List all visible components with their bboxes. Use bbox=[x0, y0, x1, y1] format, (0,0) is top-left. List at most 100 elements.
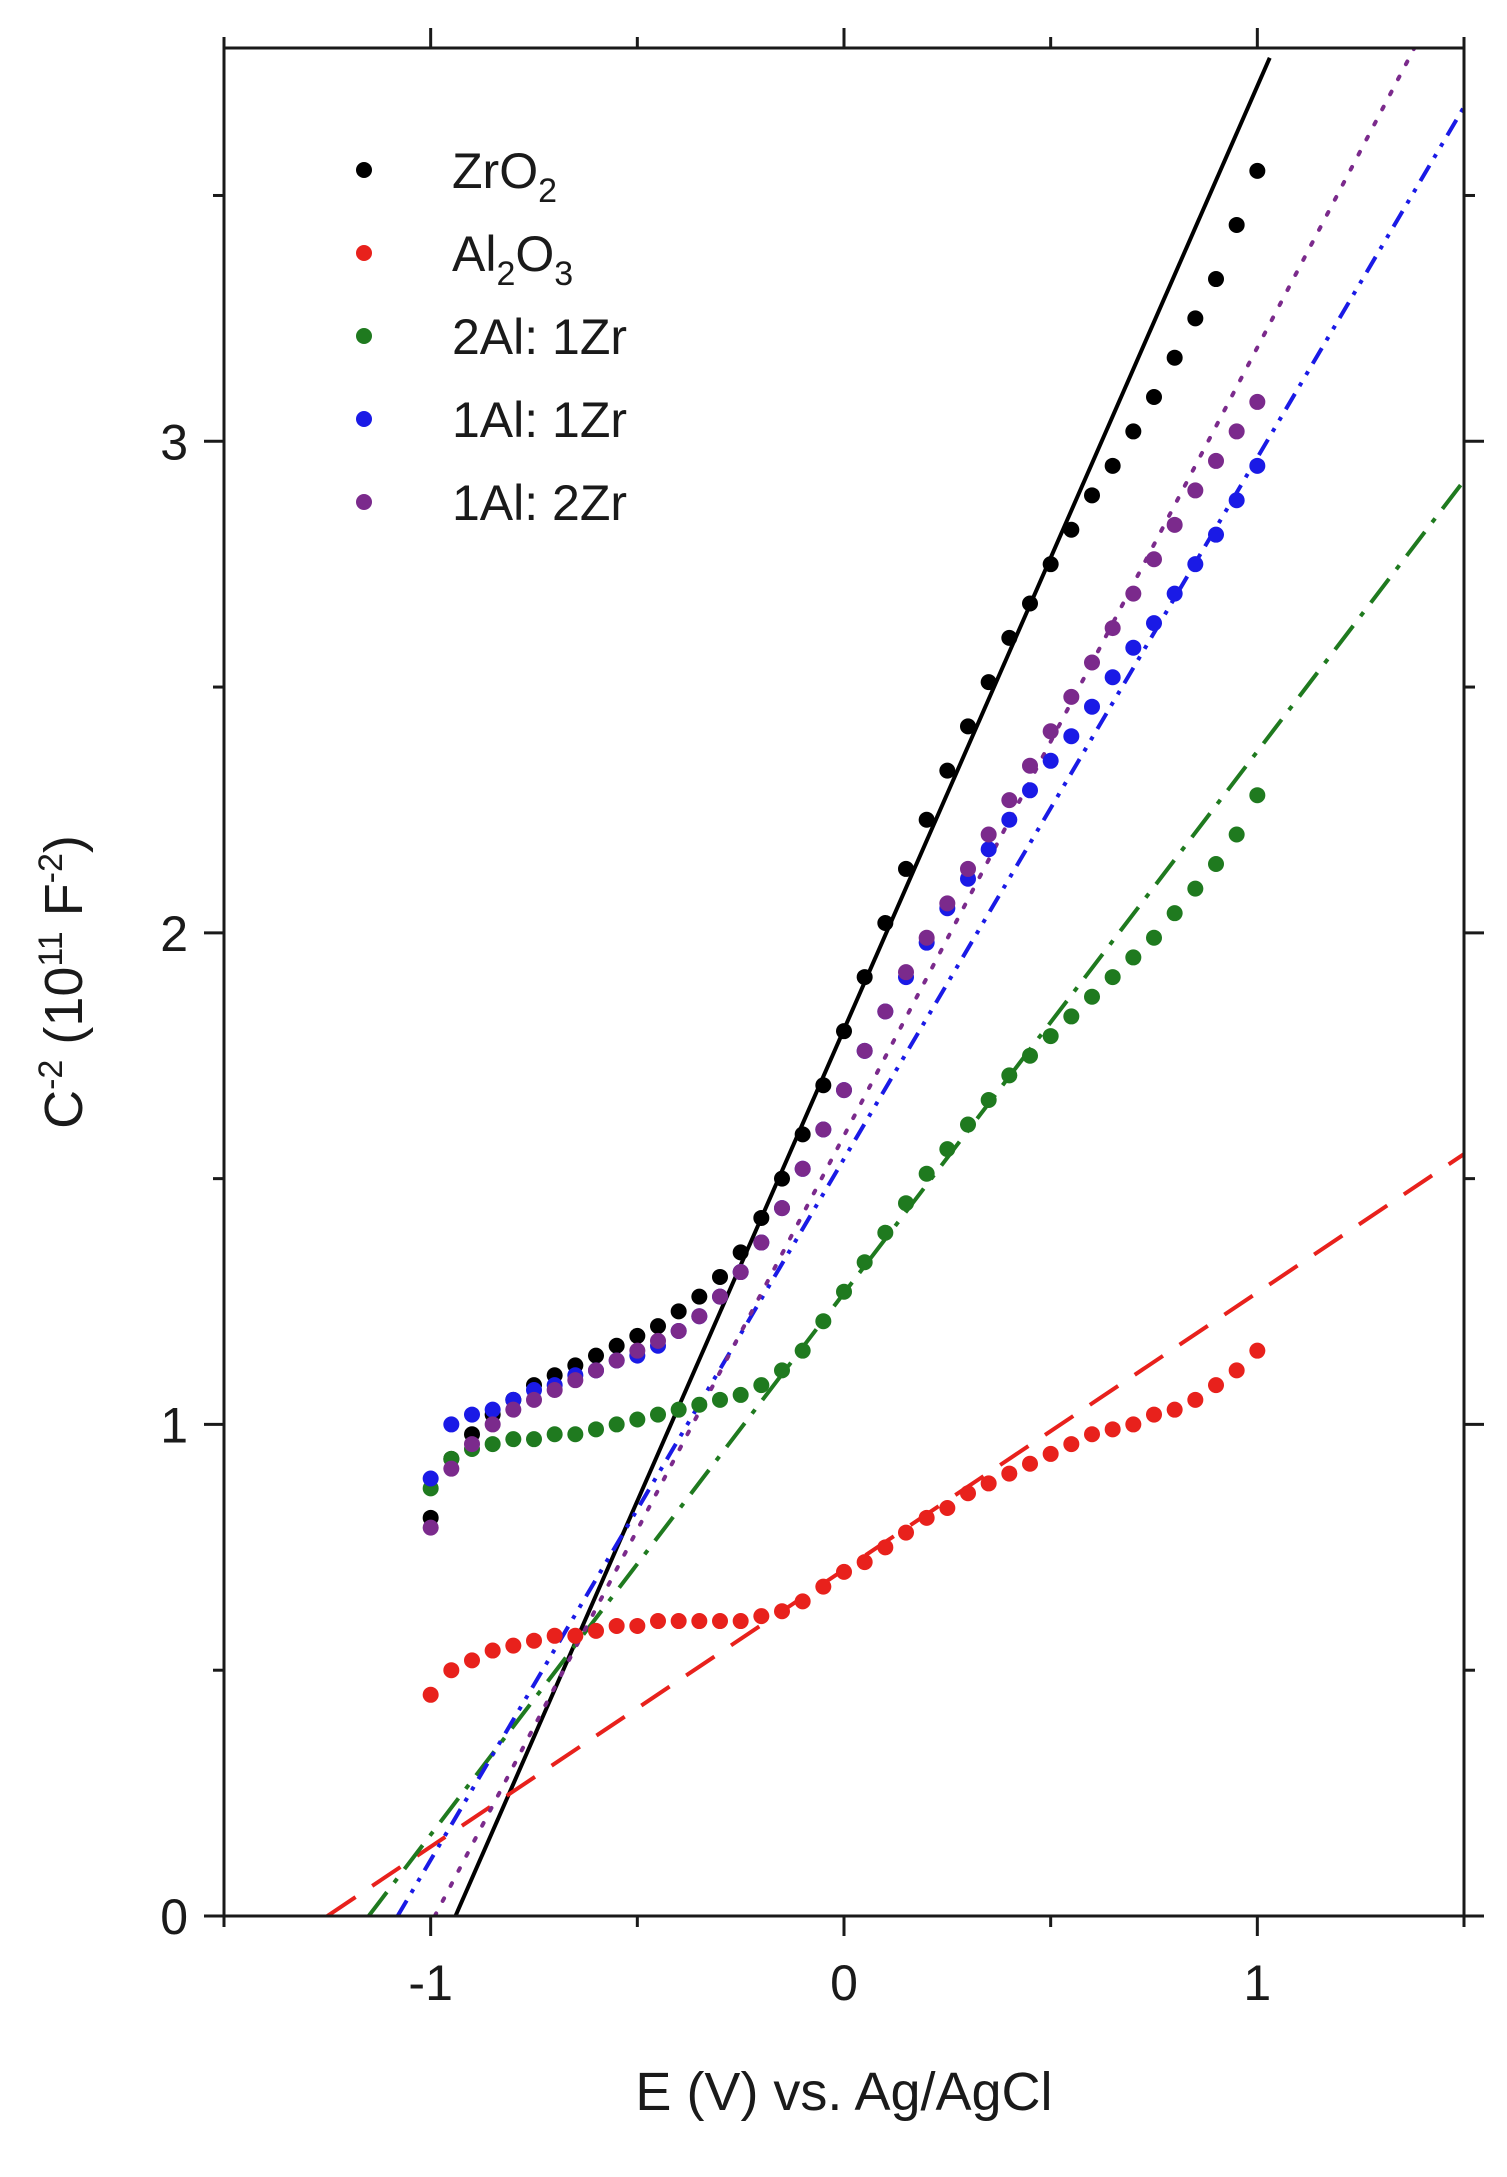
point-zro2 bbox=[1187, 310, 1204, 327]
point-zro2 bbox=[670, 1303, 687, 1320]
point-1al2zr bbox=[526, 1391, 542, 1408]
point-1al2zr bbox=[774, 1200, 790, 1217]
point-zro2 bbox=[1104, 457, 1121, 474]
point-zro2 bbox=[960, 718, 976, 735]
point-al2o3 bbox=[1187, 1391, 1204, 1408]
point-1al2zr bbox=[1187, 482, 1204, 499]
point-al2o3 bbox=[939, 1499, 956, 1516]
point-al2o3 bbox=[712, 1613, 728, 1630]
y-tick-label: 2 bbox=[160, 906, 188, 962]
point-al2o3 bbox=[794, 1593, 811, 1610]
point-1al2zr bbox=[856, 1042, 873, 1059]
point-al2o3 bbox=[960, 1485, 976, 1502]
point-1al2zr bbox=[691, 1308, 708, 1325]
point-zro2 bbox=[1249, 162, 1266, 179]
legend-item-2al1zr: 2Al: 1Zr bbox=[356, 309, 627, 365]
fit-line-2al1zr bbox=[367, 479, 1464, 1916]
legend-label: Al2O3 bbox=[452, 226, 573, 293]
point-1al2zr bbox=[1001, 792, 1018, 809]
point-1al2zr bbox=[505, 1401, 522, 1418]
legend-marker bbox=[356, 245, 372, 261]
point-zro2 bbox=[774, 1170, 790, 1187]
point-1al2zr bbox=[608, 1352, 625, 1369]
fit-line-zro2 bbox=[453, 57, 1272, 1916]
data-points bbox=[422, 162, 1266, 1703]
point-1al1zr bbox=[1166, 585, 1183, 602]
point-2al1zr bbox=[526, 1431, 542, 1448]
point-1al1zr bbox=[1084, 698, 1100, 715]
point-zro2 bbox=[794, 1126, 811, 1143]
point-al2o3 bbox=[1022, 1455, 1038, 1472]
legend: ZrO2 Al2O3 2Al: 1Zr 1Al: 1Zr 1Al: 2Zr bbox=[356, 143, 627, 531]
point-2al1zr bbox=[1249, 787, 1266, 804]
point-2al1zr bbox=[753, 1377, 770, 1394]
point-2al1zr bbox=[1208, 856, 1224, 873]
point-2al1zr bbox=[836, 1283, 852, 1300]
fit-line-al2o3 bbox=[326, 1152, 1464, 1916]
point-zro2 bbox=[1125, 423, 1142, 440]
point-zro2 bbox=[753, 1209, 770, 1226]
point-1al2zr bbox=[712, 1288, 728, 1305]
point-1al2zr bbox=[1208, 452, 1224, 469]
point-al2o3 bbox=[1146, 1406, 1162, 1423]
y-axis-label: C-2 (1011 F-2) bbox=[32, 835, 94, 1129]
point-1al2zr bbox=[629, 1342, 646, 1359]
point-2al1zr bbox=[670, 1401, 687, 1418]
x-tick-label: 0 bbox=[830, 1955, 858, 2011]
point-2al1zr bbox=[1022, 1047, 1038, 1064]
point-al2o3 bbox=[774, 1603, 790, 1620]
point-1al1zr bbox=[1249, 457, 1266, 474]
point-al2o3 bbox=[422, 1686, 439, 1703]
point-al2o3 bbox=[1249, 1342, 1266, 1359]
point-zro2 bbox=[1208, 271, 1224, 288]
point-zro2 bbox=[1228, 216, 1245, 233]
legend-label: 2Al: 1Zr bbox=[452, 309, 627, 365]
point-al2o3 bbox=[608, 1617, 625, 1634]
legend-label: 1Al: 2Zr bbox=[452, 475, 627, 531]
fit-lines bbox=[326, 48, 1464, 1916]
point-al2o3 bbox=[629, 1617, 646, 1634]
point-al2o3 bbox=[650, 1613, 666, 1630]
point-zro2 bbox=[898, 860, 914, 877]
point-al2o3 bbox=[836, 1563, 852, 1580]
point-1al1zr bbox=[1146, 615, 1162, 632]
point-1al2zr bbox=[567, 1372, 584, 1389]
point-al2o3 bbox=[1063, 1436, 1080, 1453]
point-1al2zr bbox=[939, 895, 956, 912]
point-2al1zr bbox=[1146, 929, 1162, 946]
point-1al1zr bbox=[484, 1401, 501, 1418]
point-2al1zr bbox=[1001, 1067, 1018, 1084]
point-1al2zr bbox=[422, 1519, 439, 1536]
point-1al2zr bbox=[1084, 654, 1100, 671]
legend-label: ZrO2 bbox=[452, 143, 557, 210]
point-al2o3 bbox=[1104, 1421, 1121, 1438]
point-2al1zr bbox=[650, 1406, 666, 1423]
point-1al2zr bbox=[1146, 551, 1162, 568]
point-zro2 bbox=[877, 915, 894, 932]
legend-marker bbox=[356, 411, 372, 427]
point-zro2 bbox=[1001, 629, 1018, 646]
point-1al1zr bbox=[980, 841, 997, 858]
point-al2o3 bbox=[1166, 1401, 1183, 1418]
y-tick-label: 1 bbox=[160, 1397, 188, 1453]
point-1al2zr bbox=[670, 1323, 687, 1340]
point-1al2zr bbox=[1022, 757, 1038, 774]
legend-item-zro2: ZrO2 bbox=[356, 143, 557, 210]
point-al2o3 bbox=[505, 1637, 522, 1654]
point-al2o3 bbox=[588, 1622, 604, 1639]
fit-line-1al2zr bbox=[432, 48, 1417, 1916]
point-1al2zr bbox=[650, 1332, 666, 1349]
point-al2o3 bbox=[815, 1578, 832, 1595]
y-tick-label: 0 bbox=[160, 1889, 188, 1945]
point-al2o3 bbox=[526, 1632, 542, 1649]
point-2al1zr bbox=[939, 1141, 956, 1158]
point-al2o3 bbox=[464, 1652, 480, 1669]
point-2al1zr bbox=[588, 1421, 604, 1438]
point-zro2 bbox=[1042, 556, 1059, 573]
point-zro2 bbox=[980, 674, 997, 691]
point-2al1zr bbox=[1063, 1008, 1080, 1025]
legend-item-1al2zr: 1Al: 2Zr bbox=[356, 475, 627, 531]
point-1al2zr bbox=[1228, 423, 1245, 440]
legend-marker bbox=[356, 328, 372, 344]
point-zro2 bbox=[691, 1288, 708, 1305]
